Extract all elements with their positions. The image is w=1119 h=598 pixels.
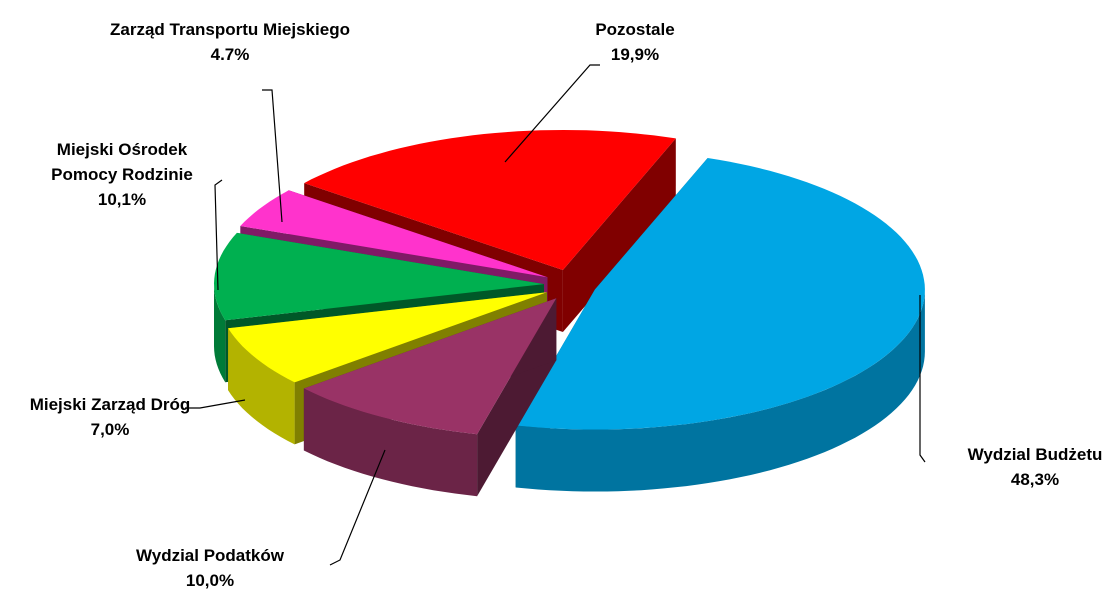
slice	[240, 190, 548, 278]
slice-label: Wydzial Budżetu 48,3%	[968, 442, 1103, 492]
slice-wall	[228, 328, 295, 445]
slice-wall	[214, 284, 226, 383]
leader-line	[185, 399, 246, 409]
slice-label: Miejski Zarząd Dróg 7,0%	[25, 392, 195, 442]
value-label: 4.7%	[210, 45, 250, 64]
leader-line	[504, 64, 600, 163]
slice	[515, 158, 925, 430]
category-label: Miejski Ośrodek Pomocy Rodzinie	[51, 140, 193, 184]
category-label: Zarząd Transportu Miejskiego	[110, 20, 350, 39]
value-label: 10,1%	[97, 190, 147, 209]
slice	[228, 292, 547, 383]
leader-line	[329, 449, 386, 566]
value-label: 10,0%	[185, 571, 235, 590]
value-label: 7,0%	[90, 420, 130, 439]
leader-line	[919, 295, 926, 463]
slice-label: Pozostale 19,9%	[595, 17, 674, 67]
leader-line	[262, 89, 283, 223]
slice-wall	[515, 289, 925, 492]
leader-line	[214, 179, 223, 291]
slice	[304, 130, 676, 270]
slice	[214, 232, 544, 321]
slice-label: Zarząd Transportu Miejskiego 4.7%	[105, 17, 355, 67]
category-label: Wydzial Podatków	[136, 546, 284, 565]
value-label: 48,3%	[1010, 470, 1060, 489]
slice-label: Miejski Ośrodek Pomocy Rodzinie 10,1%	[22, 137, 222, 212]
category-label: Wydzial Budżetu	[967, 445, 1103, 464]
category-label: Pozostale	[595, 20, 675, 39]
slice-label: Wydzial Podatków 10,0%	[136, 543, 284, 593]
category-label: Miejski Zarząd Dróg	[29, 395, 191, 414]
value-label: 19,9%	[610, 45, 660, 64]
slice-side	[562, 138, 676, 332]
slice-wall	[303, 388, 478, 497]
slice	[303, 298, 557, 435]
